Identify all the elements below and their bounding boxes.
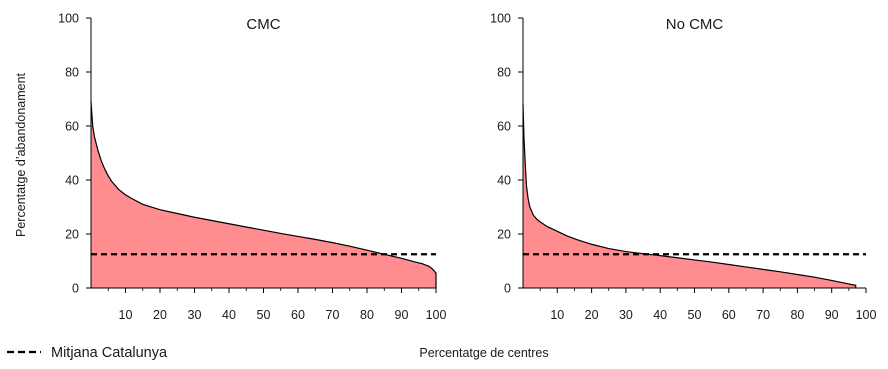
panel-cmc: 0 20 40 60 80 100 10 20 30 40 50 60 70 80 90 100 CMC xyxy=(58,12,446,323)
y-tick-label: 80 xyxy=(497,66,511,80)
x-tick-label: 40 xyxy=(222,308,236,322)
x-tick-label: 30 xyxy=(619,308,633,322)
x-axis-label: Percentatge de centres xyxy=(419,346,548,360)
y-tick-label: 40 xyxy=(497,174,511,188)
y-tick-label: 0 xyxy=(72,282,79,296)
y-tick-label: 20 xyxy=(65,228,79,242)
x-tick-label: 80 xyxy=(360,308,374,322)
x-tick-label: 60 xyxy=(722,308,736,322)
y-tick-label: 60 xyxy=(65,120,79,134)
area-fill xyxy=(523,104,856,289)
y-tick-label: 100 xyxy=(490,12,511,26)
x-tick-label: 70 xyxy=(756,308,770,322)
x-tick-label: 30 xyxy=(188,308,202,322)
x-tick-label: 40 xyxy=(653,308,667,322)
y-axis-label: Percentatge d’abandonament xyxy=(14,72,28,237)
legend-label: Mitjana Catalunya xyxy=(51,345,168,361)
area-fill xyxy=(91,101,436,288)
y-tick-label: 80 xyxy=(65,66,79,80)
panel-title: No CMC xyxy=(666,16,724,33)
y-tick-label: 100 xyxy=(58,12,79,26)
x-tick-label: 90 xyxy=(825,308,839,322)
x-tick-label: 10 xyxy=(550,308,564,322)
x-tick-label: 60 xyxy=(291,308,305,322)
x-tick-label: 90 xyxy=(395,308,409,322)
x-tick-label: 50 xyxy=(257,308,271,322)
x-tick-label: 100 xyxy=(856,308,877,322)
panel-no-cmc: 0 20 40 60 80 100 10 20 30 40 50 60 70 80 90 100 No CMC xyxy=(490,12,876,323)
x-tick-label: 20 xyxy=(153,308,167,322)
area-outline xyxy=(90,101,437,288)
x-tick-label: 100 xyxy=(426,308,447,322)
x-tick-label: 20 xyxy=(585,308,599,322)
y-tick-label: 40 xyxy=(65,174,79,188)
x-tick-label: 70 xyxy=(326,308,340,322)
y-tick-label: 20 xyxy=(497,228,511,242)
panel-title: CMC xyxy=(246,16,280,33)
y-tick-label: 0 xyxy=(504,282,511,296)
x-tick-label: 10 xyxy=(119,308,133,322)
y-tick-label: 60 xyxy=(497,120,511,134)
x-tick-label: 80 xyxy=(790,308,804,322)
legend: Mitjana Catalunya xyxy=(7,345,168,361)
x-tick-label: 50 xyxy=(688,308,702,322)
area-outline xyxy=(522,104,857,288)
